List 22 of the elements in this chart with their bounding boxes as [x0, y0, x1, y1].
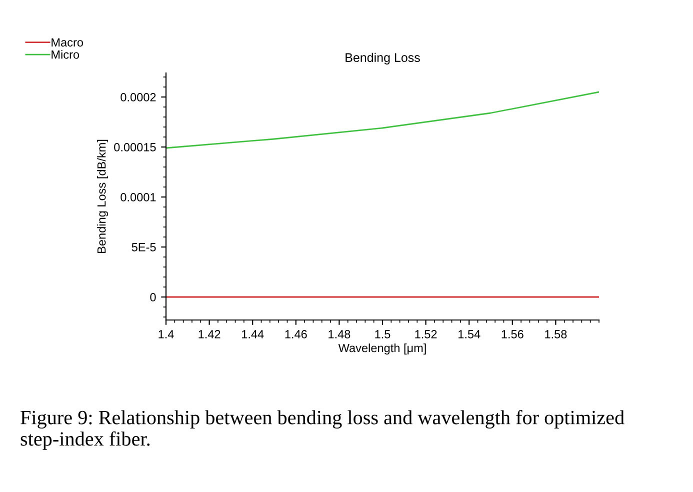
x-tick-label: 1.44	[242, 330, 264, 338]
y-tick-label: 0	[150, 293, 156, 302]
y-tick-label: 0.00015	[114, 143, 156, 152]
x-tick-label: 1.42	[198, 330, 220, 338]
chart-title: Bending Loss	[346, 52, 420, 64]
legend-label: Macro	[52, 38, 83, 47]
y-tick-label: 5E-5	[132, 243, 156, 252]
x-tick-label: 1.5	[375, 330, 390, 338]
x-axis-title: Wavelength [μm]	[338, 344, 426, 355]
y-tick-label: 0.0001	[120, 193, 156, 202]
x-tick-label: 1.52	[415, 330, 437, 338]
legend-label: Micro	[52, 50, 80, 59]
y-tick-label: 0.0002	[120, 93, 156, 102]
x-tick-label: 1.56	[502, 330, 524, 338]
y-axis-title: Bending Loss [dB/km]	[97, 140, 108, 253]
x-tick-label: 1.48	[328, 330, 350, 338]
x-tick-label: 1.46	[285, 330, 307, 338]
caption: Figure 9: Relationship between bending loss and wavelength for optimized step-index fiber.	[20, 410, 624, 450]
x-tick-label: 1.58	[545, 330, 567, 338]
x-tick-label: 1.54	[458, 330, 480, 338]
line-series	[166, 91, 599, 149]
x-tick-label: 1.4	[158, 330, 174, 338]
